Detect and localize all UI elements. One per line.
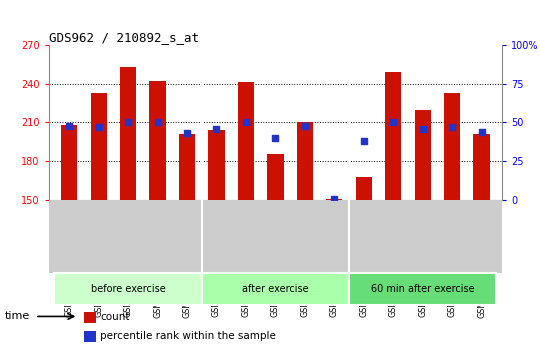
Text: percentile rank within the sample: percentile rank within the sample bbox=[100, 331, 276, 341]
Point bbox=[124, 120, 132, 125]
Text: before exercise: before exercise bbox=[91, 284, 165, 294]
Bar bbox=[385, 72, 401, 200]
Point bbox=[271, 135, 280, 141]
FancyBboxPatch shape bbox=[349, 273, 496, 305]
Point bbox=[212, 126, 221, 131]
Bar bbox=[474, 134, 490, 200]
Bar bbox=[238, 82, 254, 200]
Point bbox=[153, 120, 162, 125]
Bar bbox=[91, 93, 107, 200]
Bar bbox=[208, 130, 225, 200]
Bar bbox=[120, 67, 136, 200]
Bar bbox=[84, 312, 96, 323]
FancyBboxPatch shape bbox=[55, 273, 202, 305]
Bar bbox=[415, 110, 431, 200]
Point bbox=[330, 196, 339, 201]
Text: GDS962 / 210892_s_at: GDS962 / 210892_s_at bbox=[49, 31, 199, 44]
Point bbox=[360, 138, 368, 144]
Bar bbox=[444, 93, 460, 200]
Point bbox=[448, 124, 456, 130]
Bar bbox=[326, 199, 342, 200]
Bar bbox=[267, 154, 284, 200]
Bar bbox=[84, 331, 96, 342]
Point bbox=[389, 120, 397, 125]
Point bbox=[241, 120, 250, 125]
Point bbox=[65, 123, 73, 128]
Bar bbox=[179, 134, 195, 200]
Bar bbox=[150, 81, 166, 200]
Point bbox=[183, 130, 191, 136]
Point bbox=[477, 129, 486, 135]
Bar bbox=[297, 122, 313, 200]
Text: 60 min after exercise: 60 min after exercise bbox=[371, 284, 475, 294]
Point bbox=[94, 124, 103, 130]
FancyBboxPatch shape bbox=[202, 273, 349, 305]
Text: count: count bbox=[100, 312, 130, 322]
Bar bbox=[61, 125, 77, 200]
Bar bbox=[356, 177, 372, 200]
Text: time: time bbox=[4, 312, 30, 322]
Text: after exercise: after exercise bbox=[242, 284, 309, 294]
Point bbox=[418, 126, 427, 131]
Point bbox=[301, 123, 309, 128]
